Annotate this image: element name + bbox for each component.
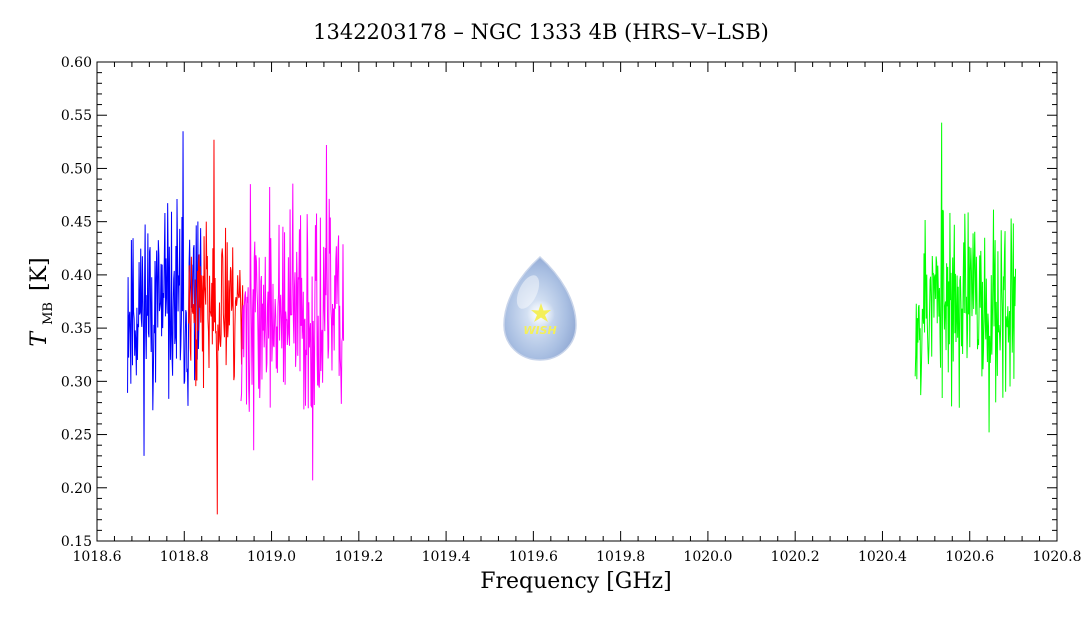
x-tick-label: 1020.0 [683, 549, 732, 565]
x-axis-label: Frequency [GHz] [480, 569, 672, 594]
y-axis-subscript: MB [41, 302, 56, 325]
svg-text:T MB [K]: T MB [K] [27, 257, 58, 346]
x-tick-label: 1019.4 [422, 549, 471, 565]
y-tick-label: 0.50 [61, 161, 92, 177]
star-icon [531, 303, 551, 322]
x-tick-label: 1020.8 [1033, 549, 1081, 565]
y-tick-label: 0.25 [61, 428, 92, 444]
logo-text: WISH [523, 324, 556, 337]
x-tick-label: 1020.4 [858, 549, 907, 565]
y-tick-label: 0.35 [61, 321, 92, 337]
x-tick-label: 1020.6 [945, 549, 994, 565]
x-tick-label: 1018.8 [160, 549, 209, 565]
y-tick-label: 0.15 [61, 534, 92, 550]
spectrum-series-1 [127, 131, 203, 456]
series-layer [127, 122, 1017, 515]
x-tick-label: 1019.0 [247, 549, 296, 565]
y-axis-unit: [K] [27, 257, 52, 291]
spectrum-series-2 [188, 139, 244, 515]
x-tick-label: 1020.2 [771, 549, 820, 565]
wish-logo: WISH [503, 255, 577, 361]
y-tick-label: 0.45 [61, 215, 92, 231]
axes-layer: 1018.6 1018.8 1019.0 1019.2 1019.4 1019.6 1019… [61, 55, 1081, 565]
y-axis-label: T MB [K] [27, 257, 58, 346]
x-tick-label: 1018.6 [73, 549, 122, 565]
spectrum-series-3 [240, 145, 345, 481]
y-tick-label: 0.30 [61, 374, 92, 390]
x-tick-label: 1019.2 [334, 549, 383, 565]
plot-frame [96, 61, 1058, 542]
y-tick-label: 0.20 [61, 481, 92, 497]
x-tick-label: 1019.6 [509, 549, 558, 565]
spectrum-series-4 [914, 122, 1017, 433]
y-tick-label: 0.55 [61, 108, 92, 124]
x-tick-label: 1019.8 [596, 549, 645, 565]
y-axis-symbol: T [27, 330, 52, 347]
chart-title: 1342203178 – NGC 1333 4B (HRS–V–LSB) [313, 20, 769, 44]
y-tick-label: 0.60 [61, 55, 92, 71]
y-tick-label: 0.40 [61, 268, 92, 284]
